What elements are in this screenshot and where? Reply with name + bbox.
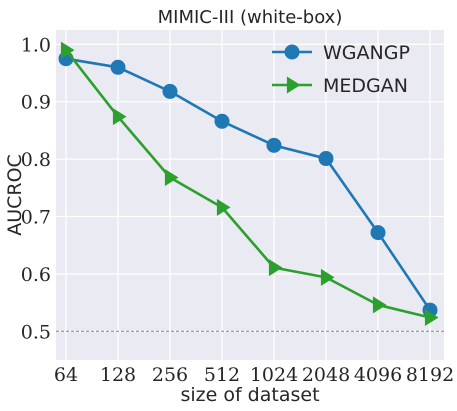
data-point-medgan (216, 198, 231, 216)
x-tick-label: 8192 (406, 364, 454, 386)
legend-marker-medgan (286, 76, 301, 94)
legend-item-wgangp: WGANGP (272, 42, 410, 64)
series-line-wgangp (65, 57, 432, 311)
data-point-medgan (60, 41, 75, 59)
data-point-medgan (268, 259, 283, 277)
y-axis-label: AUCROC (4, 154, 26, 236)
legend-label-wgangp: WGANGP (323, 42, 410, 64)
x-tick-label: 2048 (302, 364, 350, 386)
data-point-medgan (424, 309, 439, 327)
x-tick-label: 4096 (354, 364, 402, 386)
x-axis-label: size of dataset (180, 384, 319, 406)
y-tick-label: 0.6 (21, 264, 51, 286)
data-point-medgan (372, 296, 387, 314)
data-point-wgangp (370, 225, 386, 241)
x-tick-label: 128 (100, 364, 136, 386)
x-tick-label: 512 (204, 364, 240, 386)
series-layer (58, 41, 439, 327)
x-tick-label: 256 (152, 364, 188, 386)
data-point-medgan (164, 168, 179, 186)
chart-title: MIMIC-III (white-box) (158, 7, 343, 28)
x-tick-label: 1024 (250, 364, 298, 386)
legend: WGANGP MEDGAN (272, 42, 410, 97)
y-tick-label: 0.5 (21, 321, 51, 343)
data-point-wgangp (318, 151, 334, 167)
x-tick-labels: 64 128 256 512 1024 2048 4096 8192 (54, 364, 454, 386)
y-tick-label: 0.8 (21, 149, 51, 171)
data-point-wgangp (214, 113, 230, 129)
legend-item-medgan: MEDGAN (272, 75, 408, 97)
legend-label-medgan: MEDGAN (323, 75, 408, 97)
y-tick-label: 0.9 (21, 92, 51, 114)
data-point-wgangp (266, 137, 282, 153)
data-point-medgan (320, 268, 335, 286)
series-medgan (60, 41, 439, 327)
series-wgangp (58, 51, 438, 318)
x-tick-label: 64 (54, 364, 78, 386)
y-tick-labels: 0.5 0.6 0.7 0.8 0.9 1.0 (21, 34, 51, 343)
data-point-wgangp (110, 59, 126, 75)
series-line-medgan (64, 49, 431, 319)
data-point-wgangp (162, 83, 178, 99)
y-tick-label: 0.7 (21, 207, 51, 229)
legend-marker-wgangp (284, 44, 300, 60)
data-point-medgan (112, 108, 127, 126)
y-tick-label: 1.0 (21, 34, 51, 56)
